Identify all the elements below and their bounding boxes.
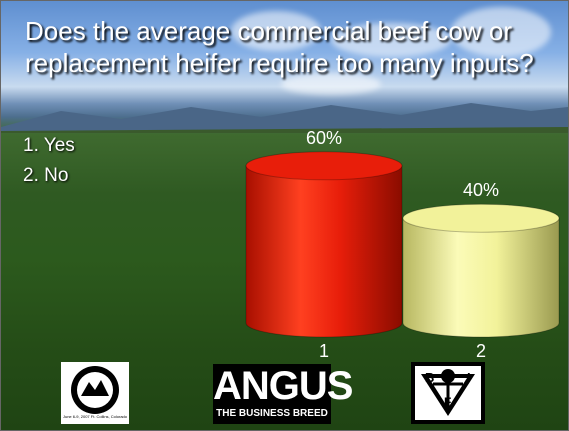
option-yes: 1. Yes xyxy=(23,135,75,156)
mountain-range xyxy=(1,103,568,133)
category-label-2: 2 xyxy=(476,341,486,361)
slide-title: Does the average commercial beef cow or … xyxy=(25,16,534,78)
bif-letter-b: B xyxy=(425,370,434,385)
bif-letter-f: F xyxy=(444,395,451,409)
option-no: 2. No xyxy=(23,165,69,186)
bar-2 xyxy=(402,217,560,338)
category-label-1: 1 xyxy=(319,341,329,361)
bar-top-2 xyxy=(402,203,560,233)
value-label-1: 60% xyxy=(306,128,342,148)
angus-tagline: THE BUSINESS BREED xyxy=(216,408,328,419)
cloud xyxy=(231,11,321,51)
value-label-2: 40% xyxy=(463,180,499,200)
cloud xyxy=(281,73,381,95)
bar-1 xyxy=(245,165,403,338)
bif-logo: B I F xyxy=(411,362,485,424)
bif-letter-i: I xyxy=(467,370,471,385)
angus-word: ANGUS xyxy=(213,364,353,408)
seal-caption: June 6-9, 2007 Ft. Collins, Colorado xyxy=(63,414,128,419)
angus-logo: ANGUS THE BUSINESS BREED xyxy=(213,364,353,424)
cloud xyxy=(331,23,451,57)
bar-top-1 xyxy=(245,151,403,181)
seal-emblem-icon: June 6-9, 2007 Ft. Collins, Colorado xyxy=(63,366,128,419)
event-seal-logo: June 6-9, 2007 Ft. Collins, Colorado xyxy=(61,362,129,424)
bif-emblem-icon: B I F xyxy=(415,366,481,420)
cloud xyxy=(451,7,551,57)
